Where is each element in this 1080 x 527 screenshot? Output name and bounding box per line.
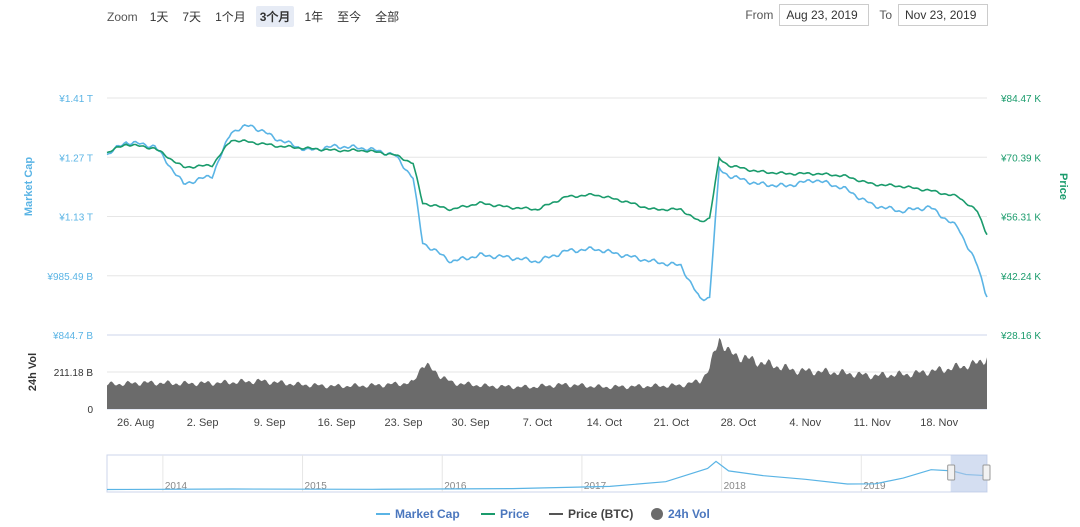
price-series-line [106, 139, 988, 236]
volume-axis-title: 24h Vol [27, 353, 39, 391]
zoom-button-1d[interactable]: 1天 [149, 10, 169, 24]
x-axis-tick-label: 18. Nov [920, 417, 958, 429]
left-axis-tick-label: ¥1.13 T [58, 213, 93, 224]
right-axis-title: Price [1057, 173, 1069, 200]
right-axis-tick-label: ¥42.24 K [1000, 272, 1041, 283]
navigator-year-label: 2015 [305, 481, 328, 492]
navigator-year-label: 2019 [863, 481, 886, 492]
series-lines [106, 124, 988, 302]
zoom-button-ytd[interactable]: 至今 [337, 10, 362, 24]
x-axis-tick-label: 9. Sep [254, 417, 286, 429]
legend-item-label: Price (BTC) [568, 507, 633, 521]
left-axis-tick-label: ¥844.7 B [52, 331, 93, 342]
navigator-year-label: 2016 [444, 481, 467, 492]
navigator-handle[interactable] [982, 464, 991, 481]
navigator-year-label: 2014 [165, 481, 188, 492]
navigator[interactable]: 2014 2015 2016 2017 2018 2019 [106, 454, 991, 493]
legend-item-label: Price [500, 507, 530, 521]
right-axis-tick-label: ¥70.39 K [1000, 153, 1041, 164]
to-label: To [879, 8, 892, 22]
x-axis-tick-label: 30. Sep [452, 417, 490, 429]
volume-area [107, 337, 987, 409]
x-axis-tick-label: 23. Sep [385, 417, 423, 429]
volume-axis-tick-label: 211.18 B [54, 368, 94, 379]
right-axis-tick-label: ¥28.16 K [1000, 331, 1041, 342]
zoom-controls: Zoom 1天 7天 1个月 3个月 1年 至今 全部 [107, 6, 409, 27]
date-range: From Aug 23, 2019 To Nov 23, 2019 [735, 4, 988, 26]
left-axis-title: Market Cap [23, 157, 35, 217]
legend-item-label: Market Cap [395, 507, 460, 521]
zoom-button-1m[interactable]: 1个月 [215, 10, 246, 24]
x-axis-tick-label: 4. Nov [789, 417, 821, 429]
x-axis-tick-label: 2. Sep [187, 417, 219, 429]
x-axis-tick-label: 21. Oct [654, 417, 689, 429]
navigator-frame [106, 454, 988, 493]
x-axis-tick-label: 26. Aug [117, 417, 154, 429]
zoom-button-7d[interactable]: 7天 [182, 10, 202, 24]
left-axis-tick-label: ¥985.49 B [46, 272, 93, 283]
navigator-selection-mask [950, 455, 987, 492]
x-axis-tick-label: 16. Sep [318, 417, 356, 429]
left-axis-tick-label: ¥1.41 T [58, 94, 93, 105]
left-axis-tick-label: ¥1.27 T [58, 153, 93, 164]
legend-item-label: 24h Vol [668, 507, 710, 521]
market-cap-series-line [106, 124, 988, 302]
legend-symbol [651, 508, 663, 520]
from-label: From [745, 8, 774, 22]
legend: Market Cap Price Price (BTC) 24h Vol [376, 507, 710, 521]
navigator-year-label: 2018 [724, 481, 747, 492]
to-date-input[interactable]: Nov 23, 2019 [898, 4, 988, 26]
grid-lines [107, 97, 987, 410]
zoom-label: Zoom [107, 9, 138, 24]
zoom-button-1y[interactable]: 1年 [304, 10, 324, 24]
x-axis-tick-label: 14. Oct [587, 417, 622, 429]
from-date-input[interactable]: Aug 23, 2019 [779, 4, 870, 26]
zoom-button-all[interactable]: 全部 [375, 10, 400, 24]
volume-series-area [107, 337, 987, 409]
x-axis-tick-label: 28. Oct [721, 417, 756, 429]
right-axis-tick-label: ¥84.47 K [1000, 94, 1041, 105]
navigator-handle[interactable] [947, 464, 956, 481]
x-axis-tick-label: 7. Oct [523, 417, 552, 429]
navigator-series-line [106, 460, 988, 491]
volume-axis-tick-label: 0 [87, 405, 93, 416]
zoom-button-3m[interactable]: 3个月 [255, 6, 295, 27]
right-axis-tick-label: ¥56.31 K [1000, 213, 1041, 224]
x-axis-tick-label: 11. Nov [854, 417, 892, 429]
axes: ¥1.41 T ¥1.27 T ¥1.13 T ¥985.49 B ¥844.7 B ¥8… [23, 94, 1069, 429]
